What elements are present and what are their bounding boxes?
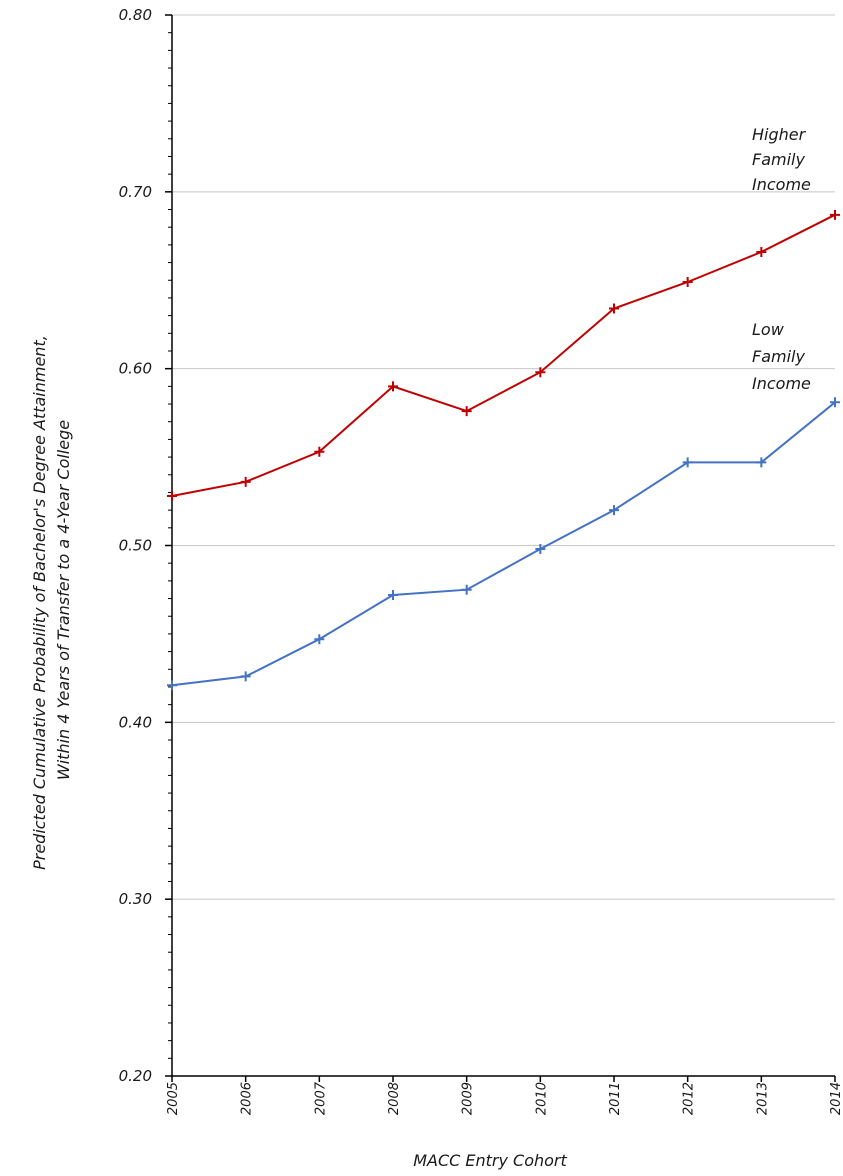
x-tick-label: 2005 (166, 1082, 181, 1115)
data-point-low (535, 544, 546, 555)
x-tick-label: 2011 (608, 1082, 623, 1115)
series-line-higher (171, 213, 836, 497)
x-tick-label: 2014 (829, 1082, 843, 1115)
data-point-low (314, 634, 325, 645)
series-line-low (171, 401, 836, 687)
series-label-line: Income (752, 175, 811, 194)
data-point-higher (756, 246, 767, 257)
series-label-line: Higher (752, 125, 807, 144)
y-axis-title: Predicted Cumulative Probability of Bach… (30, 330, 73, 870)
data-point-low (756, 457, 767, 468)
series-lines (171, 213, 836, 687)
series-label-low-family-income: Low Family Income (752, 320, 811, 393)
y-tick-label: 0.30 (119, 890, 152, 908)
data-point-higher (240, 476, 251, 487)
data-point-higher (314, 446, 325, 457)
data-point-higher (167, 490, 177, 501)
y-tick-label: 0.70 (119, 183, 152, 201)
x-axis-ticks: 2005 2006 2007 2008 2009 2010 2011 2012 2013 2014 (166, 1076, 843, 1115)
data-point-higher (830, 209, 840, 220)
series-label-higher-family-income: Higher Family Income (752, 125, 811, 194)
data-point-higher (682, 277, 693, 288)
data-point-low (240, 671, 251, 682)
gridlines (172, 14, 835, 900)
x-tick-label: 2006 (240, 1082, 255, 1115)
series-label-line: Income (752, 374, 811, 393)
data-point-low (167, 680, 177, 691)
y-axis-title-line: Within 4 Years of Transfer to a 4-Year C… (54, 420, 73, 780)
x-tick-label: 2007 (313, 1081, 328, 1115)
x-tick-label: 2013 (755, 1082, 770, 1115)
y-tick-label: 0.20 (119, 1067, 152, 1085)
series-label-line: Family (752, 347, 805, 366)
data-point-higher (461, 406, 472, 417)
data-point-higher (535, 367, 546, 378)
x-tick-label: 2012 (682, 1082, 697, 1115)
series-label-line: Family (752, 150, 805, 169)
data-point-low (461, 584, 472, 595)
series-label-line: Low (752, 320, 785, 339)
data-point-higher (609, 303, 619, 314)
data-point-low (388, 590, 398, 601)
data-point-higher (388, 381, 398, 392)
y-axis-title-line: Predicted Cumulative Probability of Bach… (30, 335, 49, 870)
data-point-low (830, 397, 840, 408)
y-tick-label: 0.80 (119, 6, 152, 24)
data-point-low (682, 457, 693, 468)
x-tick-label: 2008 (387, 1082, 402, 1115)
x-axis-title: MACC Entry Cohort (413, 1151, 567, 1170)
data-point-low (609, 505, 619, 516)
x-tick-label: 2009 (461, 1082, 476, 1115)
series-points (167, 209, 840, 691)
y-axis-ticks: 0.20 0.30 0.40 0.50 0.60 0.70 0.80 (119, 6, 172, 1085)
y-tick-label: 0.50 (119, 537, 152, 555)
x-tick-label: 2010 (534, 1082, 549, 1115)
y-tick-label: 0.60 (119, 360, 152, 378)
y-tick-label: 0.40 (119, 713, 152, 731)
